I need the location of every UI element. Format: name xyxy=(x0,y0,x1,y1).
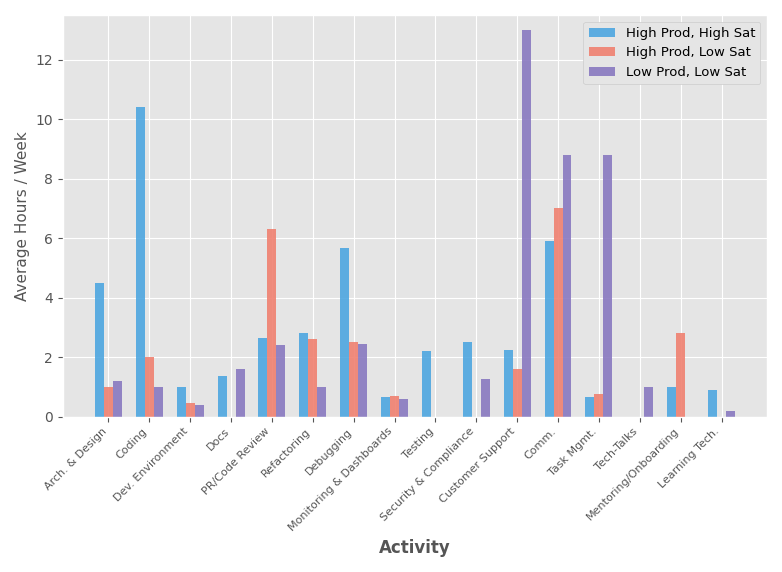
Bar xyxy=(594,394,604,416)
Bar xyxy=(276,345,285,416)
Bar xyxy=(235,369,245,416)
Bar xyxy=(340,248,349,416)
Bar xyxy=(544,241,554,416)
Bar xyxy=(317,387,326,416)
Bar xyxy=(513,369,522,416)
Bar xyxy=(136,107,145,416)
Bar xyxy=(300,333,308,416)
Bar xyxy=(113,381,122,416)
X-axis label: Activity: Activity xyxy=(379,539,451,557)
Bar xyxy=(463,342,472,416)
Bar xyxy=(522,30,531,416)
Bar xyxy=(667,387,676,416)
Bar xyxy=(481,379,490,416)
Bar xyxy=(504,349,513,416)
Bar xyxy=(195,404,203,416)
Bar xyxy=(399,399,408,416)
Bar xyxy=(676,333,685,416)
Bar xyxy=(177,387,185,416)
Bar xyxy=(95,283,104,416)
Bar xyxy=(644,387,653,416)
Legend: High Prod, High Sat, High Prod, Low Sat, Low Prod, Low Sat: High Prod, High Sat, High Prod, Low Sat,… xyxy=(583,22,760,84)
Bar xyxy=(258,337,267,416)
Bar xyxy=(104,387,113,416)
Bar xyxy=(562,155,572,416)
Y-axis label: Average Hours / Week: Average Hours / Week xyxy=(15,131,30,301)
Bar xyxy=(217,376,227,416)
Bar xyxy=(145,357,154,416)
Bar xyxy=(358,344,367,416)
Bar xyxy=(726,411,735,416)
Bar xyxy=(422,351,431,416)
Bar xyxy=(154,387,163,416)
Bar xyxy=(349,342,358,416)
Bar xyxy=(554,208,562,416)
Bar xyxy=(267,229,276,416)
Bar xyxy=(390,396,399,416)
Bar xyxy=(185,403,195,416)
Bar xyxy=(708,390,717,416)
Bar xyxy=(308,339,317,416)
Bar xyxy=(381,397,390,416)
Bar xyxy=(586,397,594,416)
Bar xyxy=(604,155,612,416)
